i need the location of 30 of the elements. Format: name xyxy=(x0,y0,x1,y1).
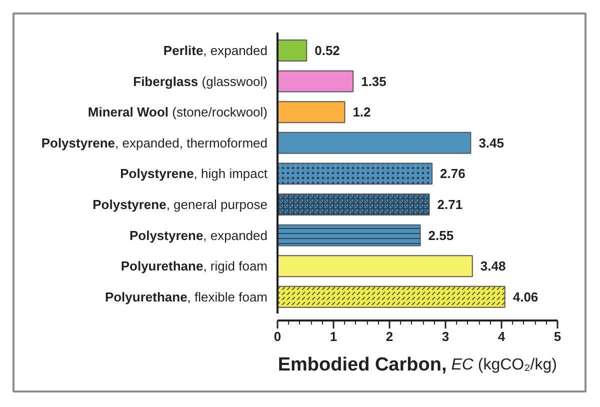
data-label: 2.55 xyxy=(428,228,454,243)
data-label: 2.71 xyxy=(437,197,463,212)
data-label: 1.35 xyxy=(361,74,386,89)
bar xyxy=(277,132,472,154)
bar xyxy=(277,70,354,92)
y-tick-label: Polyurethane, flexible foam xyxy=(104,289,268,304)
bar xyxy=(277,101,346,124)
bar xyxy=(277,40,308,62)
data-label: 1.2 xyxy=(352,104,371,120)
x-tick-label: 3 xyxy=(442,329,450,344)
y-tick-label: Polystyrene, expanded, thermoformed xyxy=(41,135,268,150)
y-tick-label: Perlite, expanded xyxy=(163,43,268,58)
y-tick-label: Mineral Wool (stone/rockwool) xyxy=(88,104,268,120)
x-tick-label: 4 xyxy=(498,329,506,344)
x-tick-label: 2 xyxy=(386,329,394,344)
data-label: 3.45 xyxy=(478,135,504,150)
y-tick-label: Polystyrene, general purpose xyxy=(92,197,268,212)
x-tick-label: 1 xyxy=(330,329,338,344)
y-tick-label: Polystyrene, high impact xyxy=(120,166,268,182)
y-tick-label: Polystyrene, expanded xyxy=(129,228,268,243)
bar xyxy=(277,255,473,278)
data-label: 3.48 xyxy=(480,258,506,274)
x-tick-label: 0 xyxy=(274,329,282,344)
x-tick-label: 5 xyxy=(554,329,562,344)
data-label: 4.06 xyxy=(512,289,538,304)
y-tick-label: Fiberglass (glasswool) xyxy=(133,74,268,89)
data-label: 2.76 xyxy=(440,166,466,182)
data-label: 0.52 xyxy=(314,43,340,58)
y-tick-label: Polyurethane, rigid foam xyxy=(120,258,268,274)
x-axis-title: Embodied Carbon, EC (kgCO₂/kg) xyxy=(278,354,557,376)
